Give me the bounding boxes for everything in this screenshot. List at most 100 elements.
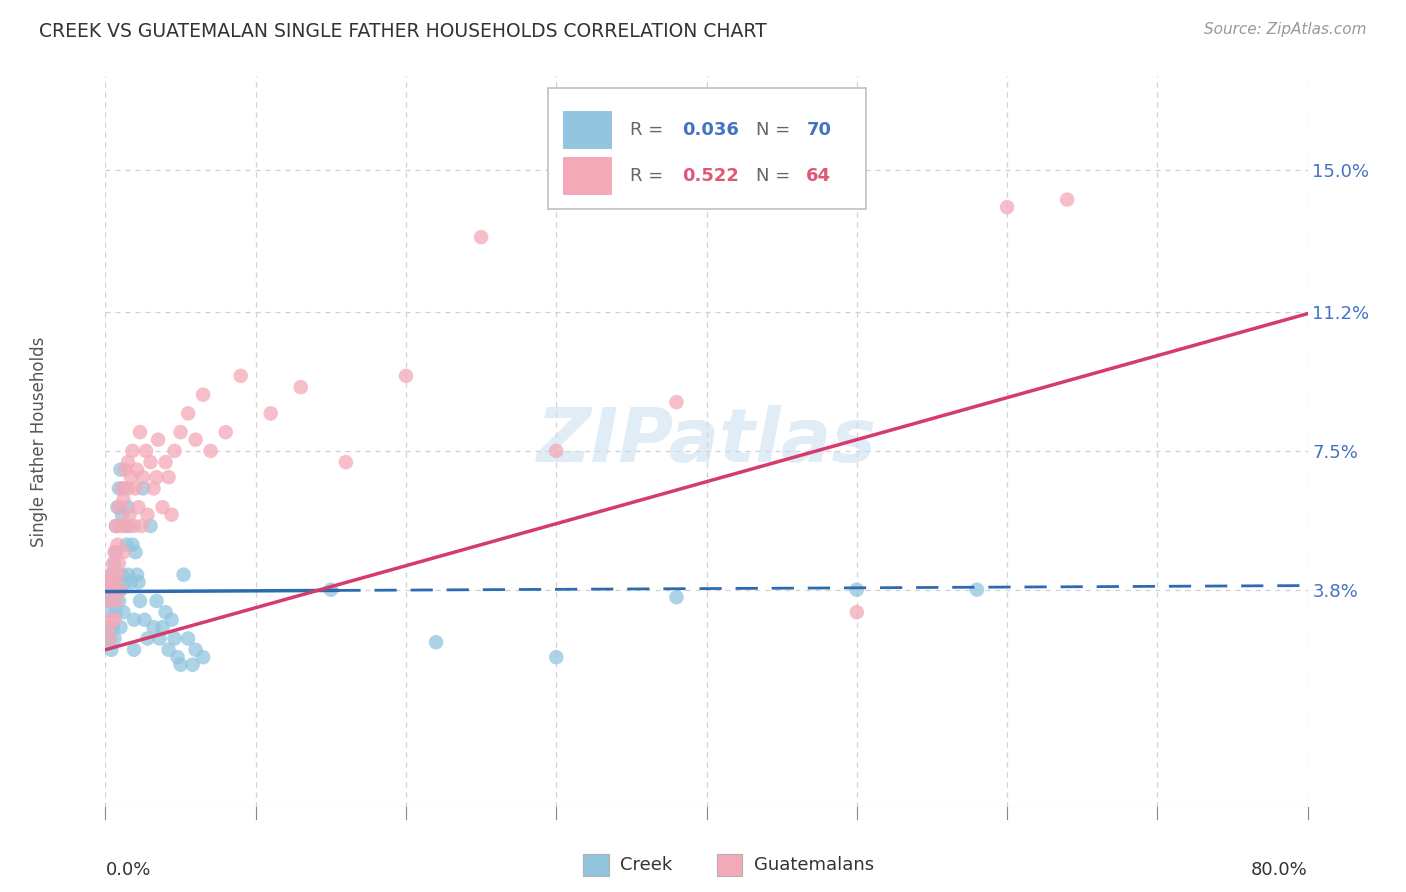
Point — [184, 433, 207, 447]
Text: Single Father Households: Single Father Households — [31, 336, 48, 547]
Point — [107, 567, 129, 582]
Point — [115, 538, 138, 552]
Point — [845, 582, 868, 597]
Point — [112, 492, 135, 507]
Point — [112, 605, 135, 619]
Point — [122, 519, 145, 533]
Point — [100, 613, 122, 627]
Point — [121, 538, 143, 552]
Point — [139, 455, 162, 469]
Point — [103, 545, 125, 559]
Point — [184, 642, 207, 657]
Point — [114, 519, 136, 533]
Point — [136, 632, 159, 646]
Point — [163, 632, 186, 646]
Text: Guatemalans: Guatemalans — [754, 856, 873, 874]
Point — [124, 545, 146, 559]
Point — [335, 455, 357, 469]
Point — [290, 380, 312, 394]
Point — [108, 594, 131, 608]
Text: 64: 64 — [806, 167, 831, 185]
Point — [1056, 193, 1078, 207]
Point — [104, 594, 127, 608]
Point — [128, 500, 150, 515]
Point — [845, 605, 868, 619]
Point — [100, 567, 122, 582]
Text: CREEK VS GUATEMALAN SINGLE FATHER HOUSEHOLDS CORRELATION CHART: CREEK VS GUATEMALAN SINGLE FATHER HOUSEH… — [39, 22, 768, 41]
Point — [98, 632, 121, 646]
Point — [98, 567, 121, 582]
Point — [96, 582, 118, 597]
Text: 0.036: 0.036 — [682, 121, 740, 139]
Point — [121, 444, 143, 458]
Point — [111, 482, 134, 496]
Point — [107, 500, 129, 515]
Point — [163, 444, 186, 458]
Point — [148, 632, 170, 646]
Point — [145, 594, 167, 608]
Point — [103, 613, 125, 627]
Text: Source: ZipAtlas.com: Source: ZipAtlas.com — [1204, 22, 1367, 37]
Point — [104, 545, 127, 559]
Point — [152, 620, 174, 634]
Point — [546, 650, 568, 665]
Text: 0.522: 0.522 — [682, 167, 740, 185]
Point — [157, 642, 180, 657]
Point — [145, 470, 167, 484]
Point — [120, 575, 142, 590]
Point — [214, 425, 236, 439]
Point — [114, 575, 136, 590]
Point — [103, 582, 125, 597]
Point — [191, 650, 214, 665]
Point — [132, 470, 155, 484]
Point — [112, 545, 135, 559]
Point — [395, 368, 418, 383]
Point — [96, 594, 118, 608]
Point — [128, 575, 150, 590]
Bar — [562, 111, 613, 151]
Point — [319, 582, 342, 597]
Point — [97, 575, 120, 590]
Point — [135, 444, 157, 458]
Point — [177, 406, 200, 420]
Point — [132, 482, 155, 496]
Point — [169, 657, 191, 672]
Point — [108, 500, 131, 515]
Point — [120, 470, 142, 484]
Point — [125, 567, 148, 582]
Point — [665, 591, 688, 605]
Point — [117, 567, 139, 582]
Point — [136, 508, 159, 522]
Point — [108, 482, 131, 496]
Point — [146, 433, 169, 447]
Point — [110, 582, 132, 597]
Text: 70: 70 — [806, 121, 831, 139]
Point — [98, 582, 121, 597]
Point — [111, 567, 134, 582]
Point — [124, 482, 146, 496]
Text: 80.0%: 80.0% — [1251, 862, 1308, 880]
Point — [107, 582, 129, 597]
Point — [97, 632, 120, 646]
Text: 0.0%: 0.0% — [105, 862, 150, 880]
Point — [108, 557, 131, 571]
Point — [152, 500, 174, 515]
Text: R =: R = — [630, 167, 669, 185]
Point — [122, 642, 145, 657]
Point — [115, 519, 138, 533]
Point — [139, 519, 162, 533]
Point — [160, 613, 183, 627]
Point — [110, 582, 132, 597]
Point — [665, 395, 688, 409]
Point — [200, 444, 222, 458]
Point — [104, 605, 127, 619]
Point — [177, 632, 200, 646]
Point — [104, 519, 127, 533]
Point — [169, 425, 191, 439]
Point — [98, 605, 121, 619]
Point — [470, 230, 492, 244]
Text: R =: R = — [630, 121, 669, 139]
FancyBboxPatch shape — [548, 88, 866, 209]
Text: N =: N = — [756, 167, 796, 185]
Point — [101, 575, 124, 590]
